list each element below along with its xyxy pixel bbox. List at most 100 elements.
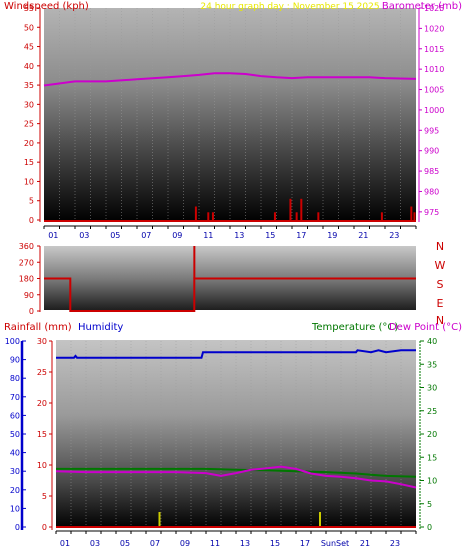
grid-top bbox=[59, 8, 401, 220]
graph-title: 24 hour graph day : November 15 2025 bbox=[200, 2, 379, 12]
wind-bar bbox=[317, 212, 320, 220]
temperature-tick-label: 15 bbox=[427, 453, 437, 462]
compass-label: E bbox=[437, 297, 444, 310]
barometer-axis: 975 980 985 990 995 1000 1005 1010 1015 1020 1025 bbox=[418, 4, 444, 222]
x-tick-label: 05 bbox=[110, 231, 120, 240]
barometer-tick-label: 1025 bbox=[424, 4, 444, 13]
windspeed-tick-label: 55 bbox=[24, 4, 34, 13]
wind-bar bbox=[300, 198, 303, 220]
grid-bottom bbox=[70, 341, 402, 527]
temperature-tick-label: 10 bbox=[427, 477, 437, 486]
windspeed-title: Windspeed (kph) bbox=[4, 1, 89, 12]
windspeed-tick-label: 15 bbox=[24, 158, 34, 167]
barometer-tick-label: 980 bbox=[424, 187, 439, 196]
x-tick-label: 19 bbox=[327, 231, 337, 240]
compass-label: N bbox=[436, 240, 444, 253]
temperature-tick-label: 30 bbox=[427, 384, 437, 393]
humidity-tick-label: 80 bbox=[10, 374, 20, 383]
dewpoint-line bbox=[55, 465, 417, 489]
wind-bar bbox=[211, 212, 214, 220]
x-tick-label: 07 bbox=[141, 231, 151, 240]
temperature-tick-label: 25 bbox=[427, 407, 437, 416]
humidity-line bbox=[56, 349, 416, 359]
temperature-label: Temperature (°C) bbox=[311, 322, 398, 333]
windspeed-tick-label: 35 bbox=[24, 81, 34, 90]
wind-bar bbox=[194, 206, 197, 220]
direction-degree-axis: 0 90 180 270 360 bbox=[19, 242, 41, 316]
barometer-line bbox=[43, 72, 417, 87]
x-tick-label: 23 bbox=[389, 231, 399, 240]
barometer-tick-label: 990 bbox=[424, 147, 439, 156]
temperature-axis: 0 5 10 15 20 25 30 35 40 bbox=[419, 337, 437, 532]
wind-bar bbox=[207, 212, 210, 220]
barometer-tick-label: 995 bbox=[424, 126, 439, 135]
humidity-tick-label: 90 bbox=[10, 356, 20, 365]
direction-tick-label: 0 bbox=[29, 307, 34, 316]
windspeed-tick-label: 10 bbox=[24, 177, 34, 186]
x-tick-label: 09 bbox=[180, 539, 190, 548]
x-axis-bottom: 01 03 05 07 09 11 13 15 17 SunSet 21 23 bbox=[55, 530, 417, 548]
x-tick-label: 09 bbox=[172, 231, 182, 240]
plot-area-top bbox=[44, 8, 416, 222]
rainfall-tick-label: 15 bbox=[37, 430, 47, 439]
direction-tick-label: 90 bbox=[24, 291, 34, 300]
sun-markers bbox=[158, 512, 321, 527]
humidity-tick-label: 30 bbox=[10, 467, 20, 476]
wind-bar bbox=[380, 212, 383, 220]
wind-bar bbox=[410, 206, 413, 220]
x-tick-label: 17 bbox=[296, 231, 306, 240]
humidity-tick-label: 70 bbox=[10, 393, 20, 402]
temperature-tick-label: 40 bbox=[427, 337, 437, 346]
compass-label: W bbox=[435, 259, 446, 272]
windspeed-tick-label: 20 bbox=[24, 139, 34, 148]
humidity-tick-label: 10 bbox=[10, 504, 20, 513]
rainfall-label: Rainfall (mm) bbox=[4, 322, 72, 333]
x-tick-label: 07 bbox=[150, 539, 160, 548]
x-tick-label: 05 bbox=[120, 539, 130, 548]
temperature-line bbox=[56, 467, 417, 478]
rainfall-tick-label: 10 bbox=[37, 461, 47, 470]
humidity-tick-label: 60 bbox=[10, 411, 20, 420]
rainfall-axis: 0 5 10 15 20 25 30 bbox=[37, 337, 53, 532]
x-tick-label: 11 bbox=[203, 231, 213, 240]
x-tick-label: 01 bbox=[60, 539, 70, 548]
humidity-tick-label: 20 bbox=[10, 486, 20, 495]
x-tick-label: 21 bbox=[358, 231, 368, 240]
windspeed-tick-label: 45 bbox=[24, 43, 34, 52]
windspeed-tick-label: 30 bbox=[24, 100, 34, 109]
humidity-axis: 0 10 20 30 40 50 60 70 80 90 100 bbox=[5, 337, 26, 532]
humidity-tick-label: 40 bbox=[10, 449, 20, 458]
x-tick-label: SunSet bbox=[321, 539, 349, 548]
x-tick-label: 03 bbox=[90, 539, 100, 548]
x-tick-label: 21 bbox=[360, 539, 370, 548]
wind-bar bbox=[289, 198, 292, 220]
barometer-tick-label: 975 bbox=[424, 208, 439, 217]
barometer-title: Barometer (mb) bbox=[382, 1, 462, 12]
x-tick-label: 11 bbox=[210, 539, 220, 548]
humidity-tick-label: 0 bbox=[15, 523, 20, 532]
barometer-tick-label: 1010 bbox=[424, 65, 444, 74]
direction-tick-label: 360 bbox=[19, 242, 34, 251]
rainfall-tick-label: 30 bbox=[37, 337, 47, 346]
rainfall-tick-label: 0 bbox=[42, 523, 47, 532]
direction-tick-label: 180 bbox=[19, 275, 34, 284]
rainfall-tick-label: 5 bbox=[42, 492, 47, 501]
rainfall-tick-label: 20 bbox=[37, 399, 47, 408]
x-tick-label: 23 bbox=[390, 539, 400, 548]
humidity-tick-label: 100 bbox=[5, 337, 20, 346]
x-tick-label: 13 bbox=[234, 231, 244, 240]
temperature-tick-label: 20 bbox=[427, 430, 437, 439]
windspeed-axis: 0 5 10 15 20 25 30 35 40 45 50 55 bbox=[24, 4, 41, 225]
temperature-tick-label: 0 bbox=[427, 523, 432, 532]
windspeed-tick-label: 5 bbox=[29, 197, 34, 206]
compass-label: N bbox=[436, 314, 444, 327]
windspeed-tick-label: 0 bbox=[29, 216, 34, 225]
x-tick-label: 01 bbox=[48, 231, 58, 240]
wind-bar bbox=[273, 212, 276, 220]
windspeed-tick-label: 40 bbox=[24, 62, 34, 71]
